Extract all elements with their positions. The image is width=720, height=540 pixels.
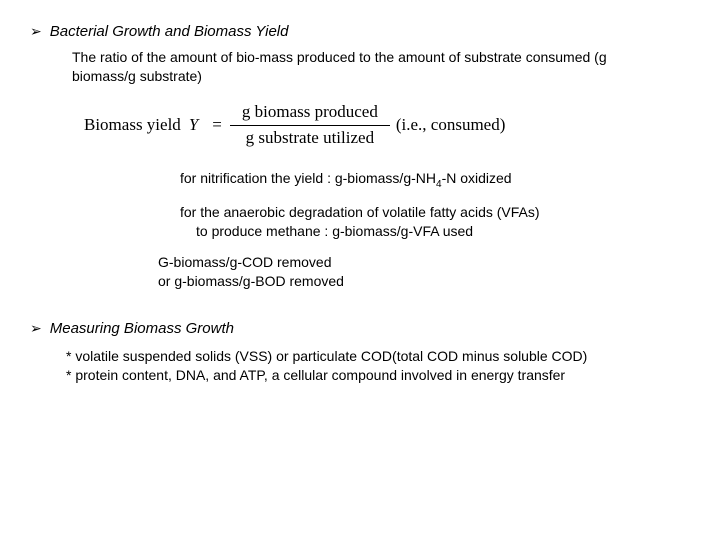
eq-equals: = — [212, 114, 222, 137]
measure-item1: * volatile suspended solids (VSS) or par… — [66, 347, 690, 366]
bullet-arrow-icon: ➢ — [30, 22, 42, 41]
section1-title: Bacterial Growth and Biomass Yield — [50, 22, 289, 42]
note3-l2: or g-biomass/g-BOD removed — [158, 272, 670, 291]
equation-block: Biomass yield Y = g biomass produced g s… — [84, 100, 690, 151]
note-nitrification: for nitrification the yield : g-biomass/… — [180, 169, 670, 191]
eq-numerator: g biomass produced — [230, 100, 390, 125]
section2-title: Measuring Biomass Growth — [50, 319, 234, 339]
eq-suffix: (i.e., consumed) — [396, 114, 506, 137]
note2-l2: to produce methane : g-biomass/g-VFA use… — [180, 222, 670, 241]
bullet-arrow-icon: ➢ — [30, 319, 42, 338]
note-cod-bod: G-biomass/g-COD removed or g-biomass/g-B… — [158, 253, 670, 291]
eq-fraction: g biomass produced g substrate utilized — [230, 100, 390, 151]
section1-intro: The ratio of the amount of bio-mass prod… — [72, 48, 670, 86]
eq-variable: Y — [189, 114, 198, 137]
section1-heading-row: ➢ Bacterial Growth and Biomass Yield — [30, 22, 690, 42]
note3-l1: G-biomass/g-COD removed — [158, 253, 670, 272]
note1-post: -N oxidized — [442, 170, 512, 186]
section2-body: * volatile suspended solids (VSS) or par… — [66, 347, 690, 385]
note-anaerobic: for the anaerobic degradation of volatil… — [180, 203, 670, 241]
section2-heading-row: ➢ Measuring Biomass Growth — [30, 319, 690, 339]
note2-l1: for the anaerobic degradation of volatil… — [180, 203, 670, 222]
measure-item2: * protein content, DNA, and ATP, a cellu… — [66, 366, 690, 385]
eq-label: Biomass yield — [84, 114, 181, 137]
note1-pre: for nitrification the yield : g-biomass/… — [180, 170, 436, 186]
eq-denominator: g substrate utilized — [234, 126, 386, 151]
